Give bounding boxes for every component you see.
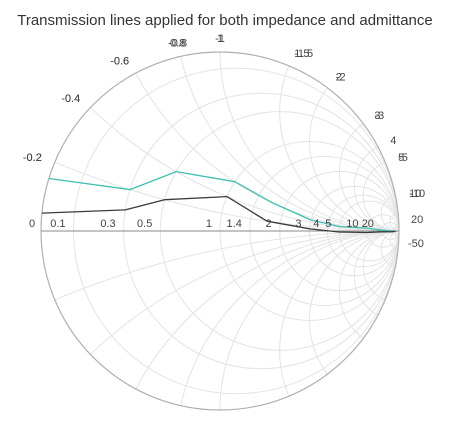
reactance-tick-label: -0.4 — [61, 93, 80, 105]
resistance-tick-label: 0.1 — [50, 218, 65, 230]
chart-title: Transmission lines applied for both impe… — [17, 12, 433, 29]
resistance-tick-label: 0.5 — [137, 218, 152, 230]
resistance-tick-label: 0 — [29, 218, 35, 230]
reactance-tick-label: 4 — [390, 135, 396, 147]
reactance-tick-label: 10 — [409, 188, 421, 200]
reactance-arc — [353, 230, 399, 321]
reactance-tick-label: 0.2 — [27, 152, 42, 164]
resistance-tick-label: 0.3 — [100, 218, 115, 230]
reactance-arc — [100, 230, 399, 410]
reactance-arc — [309, 52, 399, 232]
reactance-tick-label: 20 — [411, 214, 423, 226]
reactance-tick-label: 2 — [336, 72, 342, 84]
series-2-line — [41, 195, 396, 234]
reactance-arc — [394, 230, 399, 239]
reactance-tick-label: -0.8 — [168, 38, 187, 50]
reactance-tick-label: 1 — [217, 33, 223, 45]
reactance-arc — [362, 230, 399, 304]
reactance-tick-label: -1 — [215, 33, 225, 45]
resistance-tick-label: 1 — [206, 218, 212, 230]
reactance-tick-label: -2 — [336, 72, 346, 84]
reactance-tick-label: 1.5 — [294, 48, 309, 60]
series-1-line — [48, 170, 396, 232]
outer-layer — [40, 51, 400, 411]
resistance-tick-label: 4 — [313, 218, 319, 230]
reactance-arc — [394, 223, 399, 232]
reactance-tick-label: 0.6 — [114, 56, 129, 68]
reactance-arc — [279, 230, 399, 410]
resistance-tick-label: 3 — [295, 218, 301, 230]
reactance-tick-label: 0.4 — [65, 93, 80, 105]
reactance-tick-label: -10 — [409, 188, 425, 200]
reactance-tick-label: 0.8 — [170, 38, 185, 50]
series-layer — [41, 170, 396, 234]
reactance-arc — [362, 158, 399, 232]
reactance-tick-label: -0.2 — [23, 152, 42, 164]
reactance-arc — [338, 111, 399, 232]
resistance-tick-label: 1.4 — [227, 218, 242, 230]
resistance-tick-label: -50 — [408, 238, 424, 250]
reactance-tick-label: 5 — [398, 152, 404, 164]
reactance-arc — [353, 141, 399, 232]
outer-circle — [40, 51, 400, 411]
resistance-tick-label: 20 — [362, 218, 374, 230]
reactance-arc — [309, 230, 399, 410]
reactance-arc — [380, 230, 399, 268]
reactance-tick-label: -5 — [398, 152, 408, 164]
resistance-tick-label: 5 — [325, 218, 331, 230]
reactance-arc — [380, 194, 399, 232]
label-layer: 0 0.1 0.3 0.5 1 1.4 2 3 4 5 10 20-500.20.40.60.8 11.… — [23, 33, 425, 250]
reactance-tick-label: -3 — [374, 110, 384, 122]
reactance-tick-label: -1.5 — [294, 48, 313, 60]
reactance-arc — [41, 52, 399, 232]
resistance-tick-label: 10 — [346, 218, 358, 230]
reactance-tick-label: -0.6 — [110, 56, 129, 68]
reactance-arc — [338, 230, 399, 351]
resistance-tick-label: 2 — [266, 218, 272, 230]
reactance-arc — [41, 52, 399, 232]
reactance-tick-label: 3 — [374, 110, 380, 122]
